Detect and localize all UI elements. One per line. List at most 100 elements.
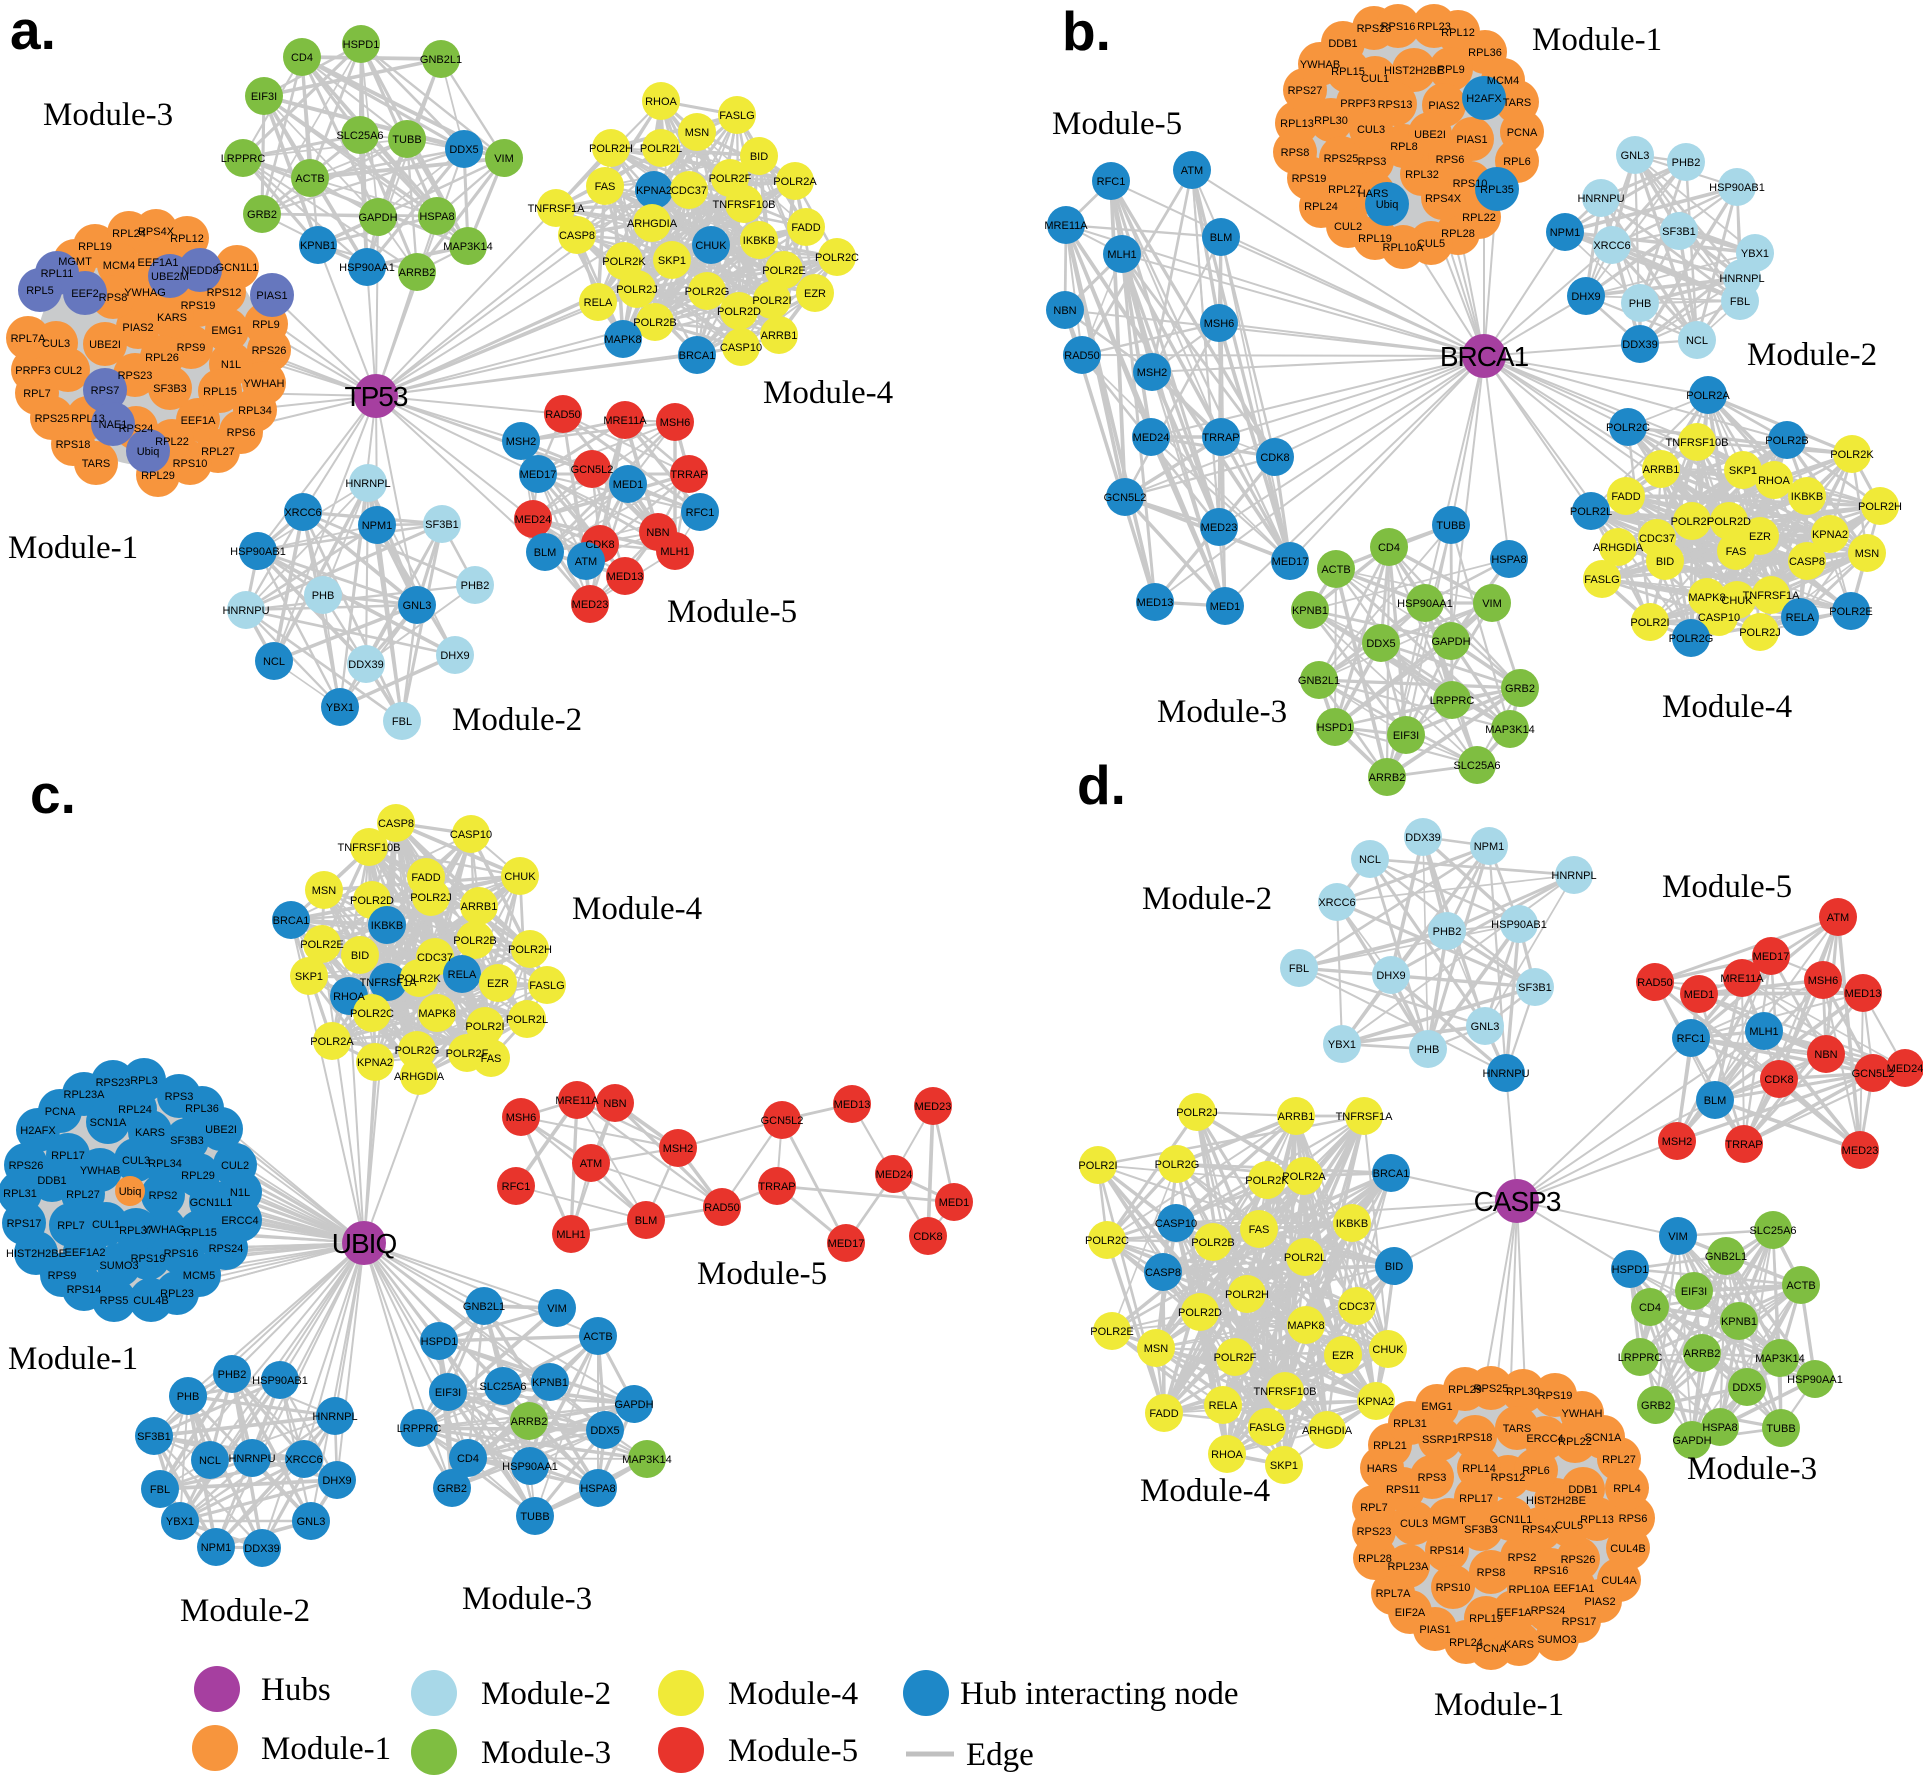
svg-text:HSP90AA1: HSP90AA1: [339, 262, 395, 274]
svg-text:RPL11: RPL11: [41, 268, 74, 280]
svg-text:POLR2E: POLR2E: [1829, 606, 1872, 618]
svg-text:HSP90AB1: HSP90AB1: [230, 546, 286, 558]
svg-text:CUL2: CUL2: [221, 1160, 249, 1172]
svg-text:RPS9: RPS9: [177, 342, 206, 354]
svg-text:PHB: PHB: [312, 590, 335, 602]
svg-text:UBE2I: UBE2I: [1414, 129, 1446, 141]
svg-text:HNRNPU: HNRNPU: [1577, 193, 1624, 205]
svg-text:EMG1: EMG1: [211, 325, 242, 337]
svg-text:EEF1A: EEF1A: [181, 415, 217, 427]
svg-text:IKBKB: IKBKB: [1336, 1218, 1368, 1230]
svg-text:HSP90AA1: HSP90AA1: [502, 1461, 558, 1473]
svg-text:RELA: RELA: [1786, 612, 1815, 624]
svg-text:HNRNPL: HNRNPL: [312, 1411, 357, 1423]
svg-text:POLR2D: POLR2D: [1707, 516, 1751, 528]
svg-text:RPL7: RPL7: [1360, 1502, 1388, 1514]
svg-text:MED17: MED17: [1272, 556, 1309, 568]
svg-text:RPL31: RPL31: [3, 1188, 37, 1200]
svg-text:POLR2B: POLR2B: [633, 317, 676, 329]
svg-text:RPL28: RPL28: [1358, 1553, 1392, 1565]
svg-text:RPL37: RPL37: [119, 1225, 153, 1237]
svg-text:KPNB1: KPNB1: [1721, 1316, 1757, 1328]
svg-text:MSN: MSN: [685, 127, 710, 139]
svg-text:SF3B1: SF3B1: [137, 1431, 171, 1443]
svg-text:RPS2: RPS2: [149, 1190, 178, 1202]
svg-text:MCM4: MCM4: [1487, 75, 1519, 87]
svg-text:VIM: VIM: [547, 1303, 567, 1315]
svg-text:FADD: FADD: [411, 872, 440, 884]
svg-text:HSP90AB1: HSP90AB1: [1491, 919, 1547, 931]
svg-text:MED1: MED1: [613, 479, 644, 491]
svg-text:RPS24: RPS24: [209, 1243, 244, 1255]
svg-text:YBX1: YBX1: [1328, 1039, 1356, 1051]
svg-text:RPS6: RPS6: [227, 427, 256, 439]
svg-text:RPS18: RPS18: [56, 439, 91, 451]
svg-text:ATM: ATM: [1181, 165, 1203, 177]
svg-text:Ubiq: Ubiq: [1376, 199, 1399, 211]
svg-text:RPS23: RPS23: [1357, 23, 1392, 35]
svg-text:Module-5: Module-5: [697, 1256, 827, 1292]
svg-text:RPS25: RPS25: [1324, 153, 1359, 165]
svg-text:CDK8: CDK8: [1260, 452, 1289, 464]
svg-text:ACTB: ACTB: [295, 173, 324, 185]
svg-text:SF3B3: SF3B3: [153, 383, 187, 395]
svg-text:RPL29: RPL29: [1448, 1384, 1482, 1396]
svg-text:Module-5: Module-5: [728, 1733, 858, 1769]
svg-text:RHOA: RHOA: [333, 991, 365, 1003]
svg-text:FADD: FADD: [1149, 1408, 1178, 1420]
svg-text:NBN: NBN: [1053, 305, 1076, 317]
svg-text:POLR2K: POLR2K: [397, 973, 441, 985]
svg-text:BRCA1: BRCA1: [273, 915, 310, 927]
svg-text:RPL34: RPL34: [238, 405, 272, 417]
svg-text:RPL23: RPL23: [160, 1288, 194, 1300]
svg-text:Module-1: Module-1: [8, 1341, 138, 1377]
svg-text:RPS10: RPS10: [1453, 178, 1488, 190]
svg-text:HSPA8: HSPA8: [1491, 554, 1526, 566]
svg-text:VIM: VIM: [494, 153, 514, 165]
svg-text:RAD50: RAD50: [704, 1202, 739, 1214]
svg-text:POLR2D: POLR2D: [1178, 1307, 1222, 1319]
svg-text:RPL22: RPL22: [1558, 1436, 1592, 1448]
svg-text:DDX39: DDX39: [348, 659, 383, 671]
svg-text:GAPDH: GAPDH: [1672, 1435, 1711, 1447]
svg-text:CDC37: CDC37: [1639, 533, 1675, 545]
svg-text:RPL26: RPL26: [145, 352, 179, 364]
svg-text:Hub interacting node: Hub interacting node: [960, 1676, 1239, 1712]
svg-text:Ubiq: Ubiq: [137, 446, 160, 458]
svg-text:DDX5: DDX5: [590, 1425, 619, 1437]
svg-text:KARS: KARS: [157, 312, 187, 324]
svg-text:TUBB: TUBB: [520, 1511, 549, 1523]
svg-text:EIF3I: EIF3I: [1393, 730, 1419, 742]
svg-text:MED24: MED24: [1887, 1063, 1923, 1075]
svg-text:TNFRSF1A: TNFRSF1A: [1336, 1111, 1394, 1123]
svg-text:CUL3: CUL3: [42, 338, 70, 350]
svg-text:MED17: MED17: [1753, 951, 1790, 963]
svg-text:EZR: EZR: [1749, 531, 1771, 543]
svg-text:XRCC6: XRCC6: [285, 1454, 322, 1466]
svg-text:RPL13: RPL13: [71, 413, 105, 425]
svg-text:TNFRSF10B: TNFRSF10B: [338, 842, 401, 854]
svg-text:MSH6: MSH6: [506, 1112, 537, 1124]
svg-text:RPS9: RPS9: [48, 1270, 77, 1282]
svg-text:RPL23: RPL23: [1417, 21, 1451, 33]
svg-text:RPL28: RPL28: [1441, 228, 1475, 240]
svg-text:TNFRSF1A: TNFRSF1A: [1743, 590, 1801, 602]
svg-text:CD4: CD4: [1378, 542, 1400, 554]
svg-text:MAP3K14: MAP3K14: [443, 241, 493, 253]
svg-text:MSH2: MSH2: [1662, 1136, 1693, 1148]
svg-text:H2AFX: H2AFX: [20, 1125, 56, 1137]
svg-text:SKP1: SKP1: [658, 255, 686, 267]
svg-text:MSN: MSN: [1144, 1343, 1169, 1355]
svg-text:TNFRSF1A: TNFRSF1A: [528, 203, 586, 215]
svg-text:EEF1A1: EEF1A1: [1554, 1583, 1595, 1595]
svg-text:RPS6: RPS6: [1619, 1513, 1648, 1525]
svg-text:YWHAB: YWHAB: [80, 1165, 120, 1177]
svg-text:EEF1A: EEF1A: [1497, 1607, 1533, 1619]
svg-text:HSPD1: HSPD1: [421, 1336, 458, 1348]
svg-text:HSPD1: HSPD1: [1612, 1264, 1649, 1276]
svg-text:FASLG: FASLG: [719, 110, 754, 122]
svg-text:HIST2H2BE: HIST2H2BE: [1384, 65, 1444, 77]
svg-text:RPS16: RPS16: [164, 1248, 199, 1260]
svg-text:LRPPRC: LRPPRC: [1618, 1352, 1663, 1364]
svg-text:HSP90AA1: HSP90AA1: [1787, 1374, 1843, 1386]
